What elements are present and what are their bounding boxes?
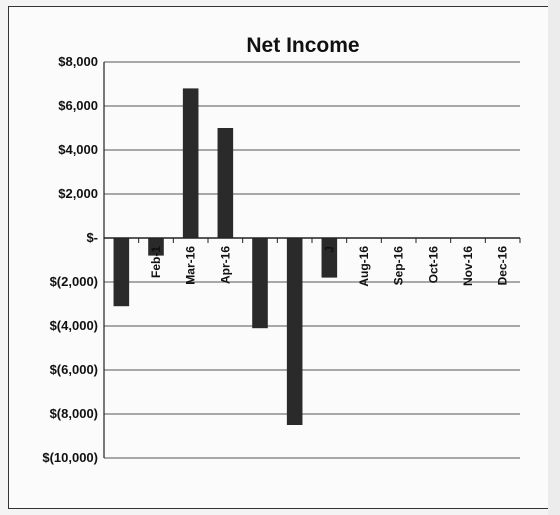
bar: [217, 128, 234, 238]
page-edge: [548, 0, 560, 515]
y-axis-tick-labels: $8,000 $6,000 $4,000 $2,000 $- $(2,000) $(4,00…: [42, 54, 98, 465]
bar: [286, 238, 303, 425]
y-tick-label: $-: [86, 230, 98, 245]
x-tick-label: J: [322, 246, 336, 253]
x-tick-label: Feb-1: [149, 246, 163, 278]
x-tick-label: Sep-16: [392, 246, 406, 286]
y-tick-label: $(4,000): [50, 318, 98, 333]
y-tick-label: $2,000: [58, 186, 98, 201]
x-tick-label: Apr-16: [218, 246, 232, 284]
y-tick-label: $8,000: [58, 54, 98, 69]
x-tick-label: Aug-16: [357, 246, 371, 287]
bars: [113, 88, 338, 425]
x-axis-tick-labels: Feb-1 Mar-16 Apr-16 J Aug-16 Sep-16 Oct-16 Nov-…: [103, 238, 521, 287]
x-tick-label: Dec-16: [496, 246, 510, 286]
bar: [252, 238, 268, 329]
bar: [113, 238, 130, 307]
bar: [148, 238, 164, 256]
x-tick-label: Mar-16: [184, 246, 198, 285]
bar: [182, 88, 199, 239]
y-tick-label: $(6,000): [50, 362, 98, 377]
chart-title: Net Income: [246, 34, 359, 57]
x-tick-label: Oct-16: [426, 246, 440, 284]
y-tick-label: $(10,000): [42, 450, 98, 465]
bar: [321, 238, 338, 278]
y-tick-label: $(2,000): [50, 274, 98, 289]
gridlines: [104, 61, 520, 459]
x-tick-label: Nov-16: [461, 246, 475, 286]
chart-frame: [8, 6, 553, 509]
y-tick-label: $6,000: [58, 98, 98, 113]
y-tick-label: $4,000: [58, 142, 98, 157]
y-tick-label: $(8,000): [50, 406, 98, 421]
